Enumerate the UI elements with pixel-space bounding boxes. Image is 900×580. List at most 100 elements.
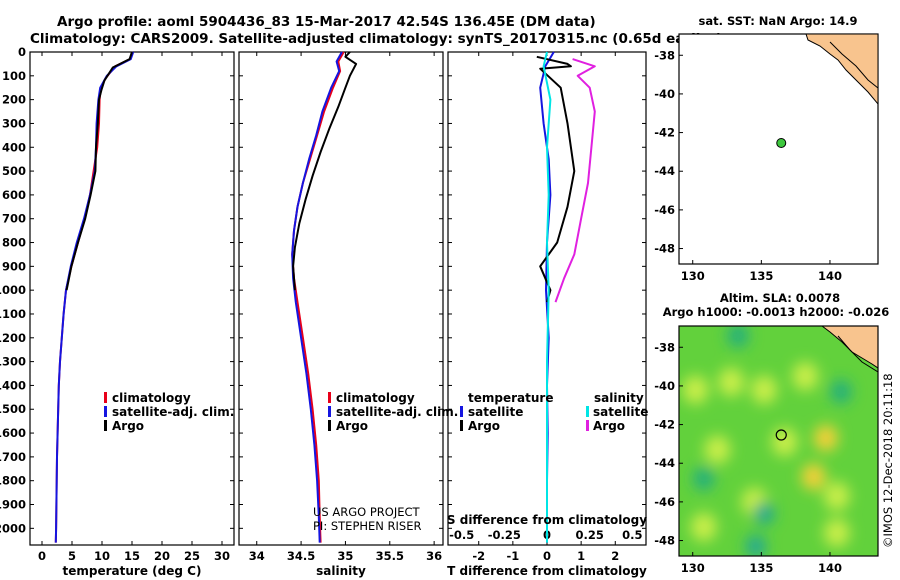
x-tick-label: 15 [124, 549, 140, 563]
x-tick-label: 5 [68, 549, 76, 563]
sst-coastline-line [829, 41, 878, 89]
sla-anomaly-low [829, 379, 852, 404]
map-x-tick-label: 135 [749, 561, 773, 575]
x-tick-label: 10 [94, 549, 110, 563]
credit-line-2: PI: STEPHEN RISER [313, 519, 422, 533]
map-x-tick-label: 130 [681, 561, 705, 575]
sla-anomaly-high [792, 361, 819, 391]
sla-anomaly-high [690, 512, 717, 542]
series-line-satellite [291, 51, 343, 543]
sla-map-layer: 130 135 140 -38 -40 -42 -44 -46 -48 [654, 340, 842, 575]
y-tick-label: 400 [2, 140, 26, 154]
legend-label: Argo [336, 419, 368, 433]
map-x-tick-label: 140 [818, 269, 842, 283]
legend-title-temperature: temperature [468, 391, 553, 405]
sst-map-title: sat. SST: NaN Argo: 14.9 [698, 14, 857, 28]
y-tick-label: 800 [2, 236, 26, 250]
map-x-tick-label: 140 [818, 561, 842, 575]
sla-map-subtitle: Argo h1000: -0.0013 h2000: -0.026 [663, 305, 890, 319]
x-tick-label: 35.5 [376, 549, 404, 563]
sla-anomaly-core [750, 541, 761, 552]
sst-map [678, 33, 879, 265]
x-tick-label: 34 [249, 549, 265, 563]
x-tick-label: 2 [611, 549, 619, 563]
map-y-tick-label: -46 [654, 495, 675, 509]
sla-map-content [682, 326, 878, 556]
x-tick-label: -1 [506, 549, 519, 563]
legend-swatch-s-argo [586, 420, 589, 431]
sla-anomaly-core [820, 433, 831, 444]
sla-map-title: Altim. SLA: 0.0078 [720, 291, 840, 305]
x-tick-label: -2 [472, 549, 485, 563]
x-tick-label: 20 [154, 549, 170, 563]
difference-legend: temperature salinity satellite Argo sate… [460, 391, 648, 433]
sdiff-tick-label: -0.25 [488, 528, 521, 542]
legend-swatch-satellite [104, 406, 107, 417]
sdiff-tick-label: 0.5 [622, 528, 642, 542]
legend-swatch-climatology [104, 392, 107, 403]
map-y-tick-label: -48 [654, 534, 675, 548]
y-tick-label: 1000 [0, 283, 26, 297]
y-tick-label: 900 [2, 259, 26, 273]
header-line-2: Climatology: CARS2009. Satellite-adjuste… [30, 31, 722, 47]
y-tick-label: 1200 [0, 331, 26, 345]
series-line-argo [292, 51, 358, 291]
x-tick-label: 35 [337, 549, 353, 563]
y-tick-label: 1600 [0, 426, 26, 440]
axes-layer: 0100200300400500600700800900100011001200… [0, 45, 646, 563]
y-tick-label: 600 [2, 188, 26, 202]
legend-label: Argo [468, 419, 500, 433]
map-y-tick-label: -38 [654, 340, 675, 354]
legend-label: Argo [112, 419, 144, 433]
sla-map-frame [678, 325, 879, 557]
legend-label: satellite-adj. clim. [112, 405, 234, 419]
y-tick-label: 1900 [0, 498, 26, 512]
map-y-tick-label: -38 [654, 48, 675, 62]
map-y-tick-label: -40 [654, 87, 675, 101]
x-tick-label: 30 [214, 549, 230, 563]
legend-label: satellite [593, 405, 648, 419]
watermark: ©IMOS 12-Dec-2018 20:11:18 [881, 373, 895, 548]
sdiff-tick-label: -0.5 [449, 528, 474, 542]
legend-swatch-argo [328, 420, 331, 431]
y-tick-label: 0 [18, 45, 26, 59]
y-tick-label: 200 [2, 93, 26, 107]
sst-coastline-land [805, 34, 878, 105]
sla-anomaly-high [823, 518, 850, 548]
legend-label: Argo [593, 419, 625, 433]
x-tick-label: 34.5 [287, 549, 315, 563]
y-tick-label: 1100 [0, 307, 26, 321]
salinity-xlabel: salinity [316, 564, 366, 578]
map-y-tick-label: -46 [654, 203, 675, 217]
salinity-legend: climatology satellite-adj. clim. Argo [328, 391, 458, 433]
sla-anomaly-high [823, 481, 850, 511]
series-line-s-satellite [542, 51, 552, 543]
sdiff-label: S difference from climatology [447, 513, 647, 527]
legend-label: satellite-adj. clim. [336, 405, 458, 419]
map-y-tick-label: -42 [654, 418, 675, 432]
tdiff-xlabel: T difference from climatology [447, 564, 647, 578]
map-y-tick-label: -48 [654, 242, 675, 256]
legend-label: climatology [112, 391, 191, 405]
header-line-1: Argo profile: aoml 5904436_83 15-Mar-201… [57, 14, 596, 30]
sla-coastline-land [821, 326, 878, 369]
sla-anomaly-high [718, 367, 745, 397]
legend-label: climatology [336, 391, 415, 405]
sst-map-layer: 130 135 140 -38 -40 -42 -44 -46 -48 [654, 48, 842, 283]
y-tick-label: 1500 [0, 402, 26, 416]
series-line-argo [65, 51, 133, 291]
map-y-tick-label: -42 [654, 126, 675, 140]
sla-anomaly-low [727, 326, 750, 348]
sdiff-tick-label: 0.25 [575, 528, 603, 542]
y-tick-label: 1300 [0, 355, 26, 369]
x-tick-label: 0 [543, 549, 551, 563]
legend-title-salinity: salinity [594, 391, 644, 405]
legend-swatch-argo [104, 420, 107, 431]
credit-line-1: US ARGO PROJECT [313, 505, 421, 519]
legend-swatch-t-satellite [460, 406, 463, 417]
sla-anomaly-high [771, 427, 798, 457]
legend-swatch-s-satellite [586, 406, 589, 417]
temperature-legend: climatology satellite-adj. clim. Argo [104, 391, 234, 433]
x-tick-label: 0 [38, 549, 46, 563]
